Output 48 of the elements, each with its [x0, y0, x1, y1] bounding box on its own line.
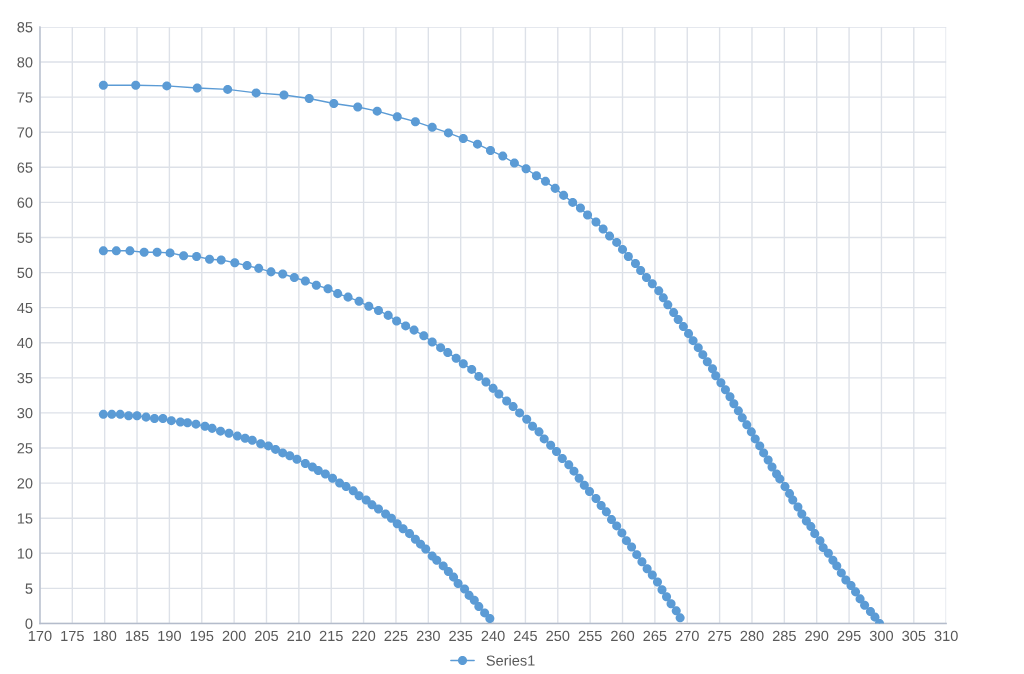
y-tick-label: 40	[17, 337, 33, 349]
x-tick-label: 230	[416, 630, 440, 642]
x-tick-label: 310	[934, 630, 958, 642]
x-tick-label: 280	[740, 630, 764, 642]
y-tick-label: 20	[17, 478, 33, 489]
x-tick-label: 220	[352, 630, 376, 642]
x-tick-label: 275	[708, 630, 732, 642]
x-tick-label: 250	[546, 630, 570, 642]
x-tick-label: 240	[481, 630, 505, 642]
x-tick-label: 200	[222, 630, 246, 642]
y-tick-label: 25	[17, 443, 33, 454]
x-tick-label: 170	[28, 630, 52, 642]
y-tick-label: 45	[17, 302, 33, 314]
y-tick-label: 10	[17, 548, 33, 559]
y-tick-label: 15	[17, 513, 33, 524]
x-tick-label: 305	[902, 630, 926, 642]
y-tick-label: 80	[17, 57, 33, 68]
y-tick-label: 85	[17, 22, 33, 33]
x-tick-label: 185	[125, 630, 149, 642]
x-tick-label: 180	[93, 630, 117, 642]
y-tick-label: 0	[25, 618, 33, 629]
x-tick-label: 210	[287, 630, 311, 642]
x-tick-label: 260	[611, 630, 635, 642]
x-tick-label: 235	[449, 630, 473, 642]
x-tick-label: 300	[869, 630, 894, 642]
x-tick-label: 195	[190, 630, 214, 642]
x-tick-label: 270	[675, 630, 699, 642]
x-tick-label: 225	[384, 630, 408, 642]
y-tick-label: 70	[17, 127, 33, 138]
legend-label: Series1	[486, 655, 535, 666]
y-tick-label: 75	[17, 92, 33, 103]
x-tick-label: 175	[61, 630, 84, 642]
y-tick-label: 30	[17, 408, 33, 419]
x-tick-label: 255	[578, 630, 602, 642]
y-tick-label: 50	[17, 267, 33, 278]
x-tick-label: 290	[805, 630, 829, 642]
x-tick-label: 215	[319, 630, 343, 642]
y-tick-label: 65	[17, 162, 33, 173]
x-tick-label: 285	[772, 630, 796, 642]
y-tick-label: 55	[17, 232, 33, 243]
y-tick-label: 60	[17, 197, 33, 208]
y-tick-label: 35	[17, 372, 33, 384]
x-tick-label: 205	[255, 630, 279, 642]
x-tick-label: 295	[837, 630, 861, 642]
x-tick-label: 190	[158, 630, 181, 642]
x-tick-label: 265	[643, 630, 667, 642]
x-tick-label: 245	[513, 630, 537, 642]
y-tick-label: 5	[25, 583, 33, 594]
